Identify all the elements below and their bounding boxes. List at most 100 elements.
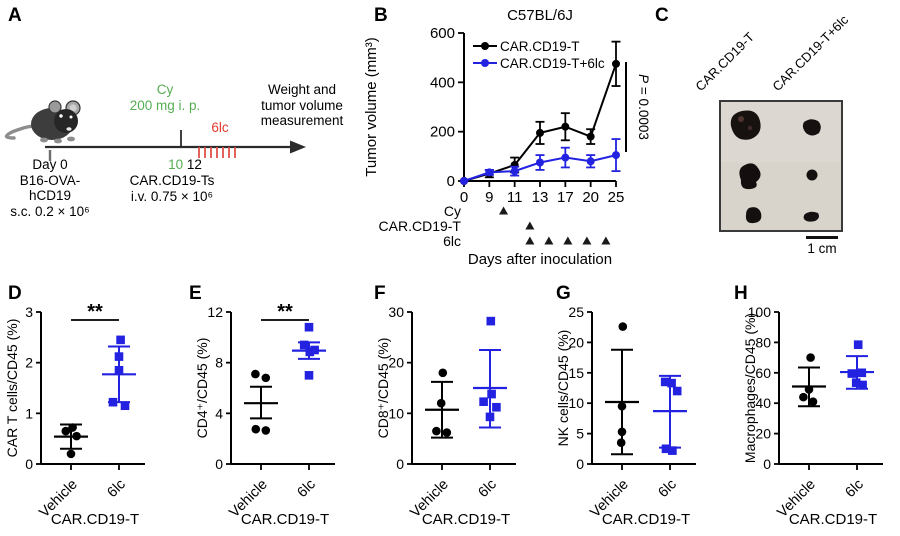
svg-text:Tumor volume (mm³): Tumor volume (mm³): [363, 37, 380, 176]
svg-text:CAR.CD19-T: CAR.CD19-T: [379, 218, 462, 234]
svg-text:4: 4: [215, 405, 223, 421]
panel-letter-d: D: [8, 283, 22, 304]
svg-text:600: 600: [430, 25, 455, 42]
svg-text:CD4⁺/CD45 (%): CD4⁺/CD45 (%): [194, 338, 210, 439]
group-6lc: [292, 322, 326, 380]
data-point: [510, 167, 519, 176]
cy-dose: 200 mg i. p.: [129, 97, 201, 113]
data-point: [612, 59, 620, 68]
data-point: [72, 431, 81, 441]
dosing-row-Cy: Cy: [444, 203, 509, 219]
axes: 0 5 10 15 20 25: [568, 304, 696, 472]
data-point: [299, 340, 309, 350]
endpoint-label: Weight and tumor volume measurement: [246, 82, 358, 129]
data-point: [616, 438, 626, 448]
data-point: [305, 347, 315, 357]
tumor-photo: [719, 100, 843, 232]
dose-triangle: [563, 236, 573, 245]
sixlc-dose-ticks: [198, 147, 236, 158]
data-point: [116, 335, 125, 345]
group-Vehicle: [244, 369, 278, 435]
svg-text:P = 0.0003: P = 0.0003: [636, 74, 651, 140]
panel-letter-c: C: [655, 5, 669, 26]
svg-text:0: 0: [25, 456, 33, 472]
panel-letter-b: B: [374, 5, 388, 26]
data-point: [251, 369, 260, 379]
data-point: [799, 392, 808, 402]
data-point: [586, 157, 595, 166]
svg-text:12: 12: [207, 304, 223, 320]
svg-text:0: 0: [576, 456, 584, 472]
data-point: [667, 378, 676, 388]
svg-text:6lc: 6lc: [655, 477, 679, 501]
injection-days-label: 10 12: [150, 157, 220, 173]
dosing-row-CAR.CD19-T: CAR.CD19-T: [379, 218, 535, 234]
svg-text:20: 20: [755, 426, 771, 442]
svg-text:Cy: Cy: [444, 203, 461, 219]
data-point: [536, 158, 544, 167]
svg-text:5: 5: [576, 426, 584, 442]
group-Vehicle: [425, 368, 459, 439]
dose-triangle: [601, 236, 611, 245]
svg-text:400: 400: [430, 74, 455, 91]
tumors-right-column: [802, 119, 821, 222]
legend: CAR.CD19-T CAR.CD19-T+6lc: [473, 39, 605, 71]
svg-text:8: 8: [215, 355, 223, 371]
group-Vehicle: [792, 353, 826, 408]
data-point: [561, 153, 570, 162]
cart-line-1: CAR.CD19-Ts: [129, 173, 215, 188]
significance: **: [261, 301, 309, 323]
significance: **: [71, 301, 119, 323]
data-point: [617, 427, 627, 437]
svg-text:CD8⁺/CD45 (%): CD8⁺/CD45 (%): [375, 338, 391, 439]
endpoint-line-1: Weight and: [267, 82, 337, 97]
svg-text:Days after inoculation: Days after inoculation: [468, 251, 612, 268]
tumor-column-label-1: CAR.CD19-T: [692, 29, 758, 95]
data-point: [61, 426, 71, 436]
data-point: [485, 412, 495, 422]
data-point: [672, 386, 682, 396]
endpoint-line-3: measurement: [260, 113, 344, 128]
day0-line-4: s.c. 0.2 × 10⁶: [10, 203, 90, 219]
data-point: [120, 401, 130, 411]
svg-text:200: 200: [430, 124, 455, 141]
data-point: [68, 423, 77, 432]
mouse-icon: [4, 100, 81, 144]
data-point: [442, 428, 452, 437]
group-6lc: [473, 316, 507, 429]
data-point: [251, 424, 261, 434]
data-point: [618, 322, 628, 331]
svg-text:CAR.CD19-T: CAR.CD19-T: [500, 39, 580, 54]
data-point: [485, 168, 494, 177]
data-point: [617, 401, 627, 411]
timeline-axis: [45, 130, 306, 161]
data-point: [261, 373, 271, 383]
tumor-column-label-2: CAR.CD19-T+6lc: [769, 12, 852, 94]
svg-text:25: 25: [568, 304, 584, 320]
panel-letter-h: H: [734, 283, 748, 304]
axes: 0 20 40 60 80 100: [748, 304, 883, 472]
panel-letter-f: F: [374, 283, 386, 304]
data-point: [304, 322, 314, 332]
svg-text:15: 15: [568, 365, 584, 381]
data-point: [808, 397, 818, 406]
svg-text:6lc: 6lc: [475, 477, 499, 501]
svg-text:2: 2: [25, 355, 33, 371]
svg-text:CAR.CD19-T+6lc: CAR.CD19-T+6lc: [500, 56, 605, 71]
data-point: [492, 402, 501, 412]
cart-injection-label: CAR.CD19-Ts i.v. 0.75 × 10⁶: [112, 173, 232, 204]
data-point: [486, 316, 496, 326]
svg-text:20: 20: [582, 189, 599, 206]
cy-treatment-label: Cy 200 mg i. p.: [115, 82, 215, 113]
svg-text:CAR.CD19-T: CAR.CD19-T: [422, 511, 510, 528]
series-CAR.CD19-T+6lc: [460, 138, 621, 185]
data-point: [304, 371, 314, 380]
svg-text:6lc: 6lc: [294, 477, 318, 501]
svg-text:10: 10: [388, 405, 404, 421]
svg-text:13: 13: [532, 189, 549, 206]
day0-line-1: Day 0: [32, 157, 68, 172]
axes: 0 4 8 12: [207, 304, 335, 472]
